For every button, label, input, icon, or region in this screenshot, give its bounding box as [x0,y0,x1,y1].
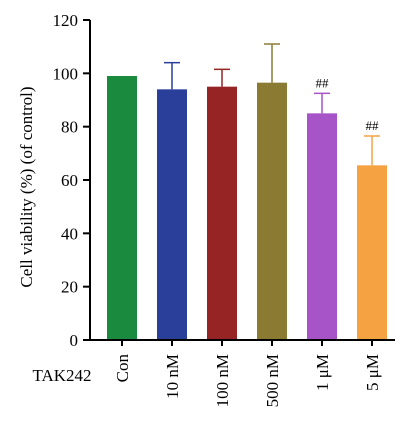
bar [307,113,337,340]
bar [157,89,187,340]
y-tick-label: 0 [70,331,79,350]
bar [357,165,387,340]
bar [207,86,237,341]
y-tick-label: 20 [61,278,78,297]
category-label: 1 μM [313,354,332,391]
category-label: 10 nM [163,354,182,399]
error-bars [164,43,380,166]
category-label: 5 μM [363,354,382,391]
y-tick-label: 60 [61,171,78,190]
y-tick-label: 80 [61,118,78,137]
treatment-label: TAK242 [32,366,91,385]
bars [107,76,387,341]
y-axis: 0 20 40 60 80 100 120 [53,11,91,350]
category-label: 500 nM [263,354,282,407]
category-label: Con [113,354,132,383]
y-tick-label: 100 [53,64,79,83]
significance-annotations: ## ## [316,75,380,133]
y-tick-label: 40 [61,224,78,243]
category-label: 100 nM [213,354,232,407]
significance-mark: ## [316,75,330,90]
x-axis: Con 10 nM 100 nM 500 nM 1 μM 5 μM [90,339,395,407]
bar [257,82,287,341]
bar [107,76,137,340]
significance-mark: ## [366,118,380,133]
y-tick-label: 120 [53,11,79,30]
y-axis-label: Cell viability (%) (of control) [17,86,36,287]
